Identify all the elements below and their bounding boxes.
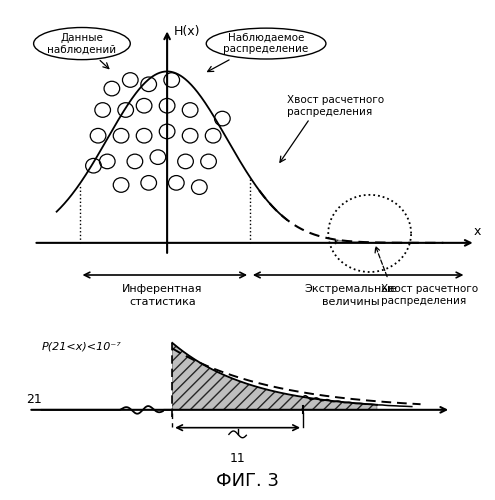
Text: Данные
наблюдений: Данные наблюдений	[48, 33, 116, 54]
Ellipse shape	[34, 28, 130, 60]
Text: Хвост расчетного
распределения: Хвост расчетного распределения	[381, 284, 478, 306]
Text: 21: 21	[26, 394, 42, 406]
Text: H(x): H(x)	[174, 25, 200, 38]
Text: P(21<x)<10⁻⁷: P(21<x)<10⁻⁷	[42, 342, 121, 351]
Ellipse shape	[206, 28, 326, 59]
Text: 11: 11	[230, 452, 246, 465]
Text: x: x	[473, 224, 481, 237]
Text: Инферентная
статистика: Инферентная статистика	[122, 284, 203, 307]
Text: Экстремальные
величины: Экстремальные величины	[305, 284, 397, 307]
Text: Наблюдаемое
распределение: Наблюдаемое распределение	[223, 33, 309, 54]
Text: Хвост расчетного
распределения: Хвост расчетного распределения	[287, 94, 384, 117]
Text: ФИГ. 3: ФИГ. 3	[216, 472, 279, 490]
